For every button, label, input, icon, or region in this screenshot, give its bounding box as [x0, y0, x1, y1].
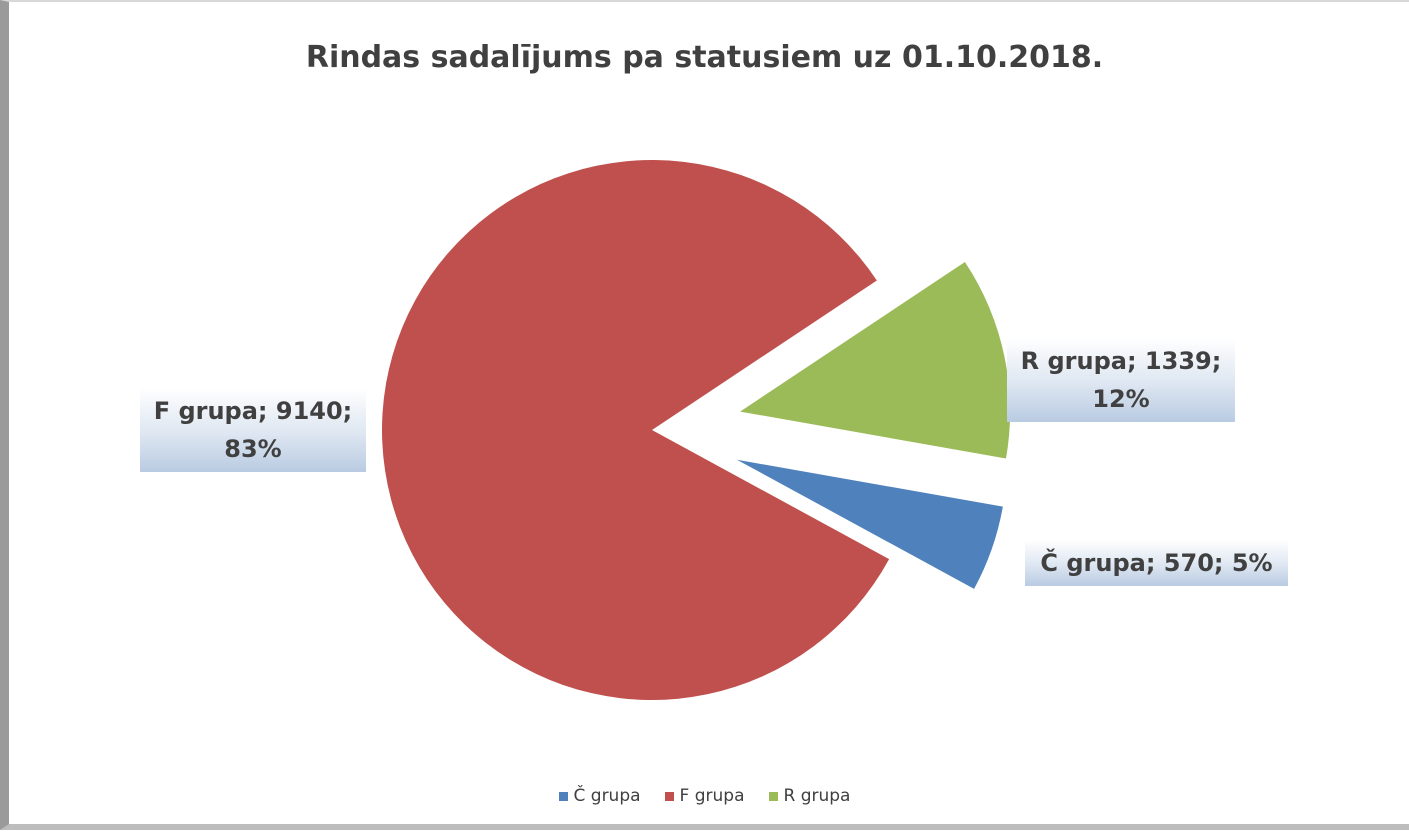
legend-label: Č grupa: [573, 786, 641, 806]
legend: Č grupa F grupa R grupa: [0, 786, 1409, 806]
legend-label: R grupa: [783, 786, 851, 806]
legend-swatch: [558, 791, 568, 801]
legend-item: F grupa: [664, 786, 745, 806]
data-label: R grupa; 1339; 12%: [1007, 338, 1235, 422]
legend-item: R grupa: [768, 786, 851, 806]
data-label: Č grupa; 570; 5%: [1025, 540, 1288, 586]
pie-slice: [740, 262, 1011, 459]
data-label: F grupa; 9140; 83%: [140, 388, 366, 472]
legend-swatch: [768, 791, 778, 801]
legend-swatch: [664, 791, 674, 801]
legend-label: F grupa: [679, 786, 745, 806]
chart-title: Rindas sadalījums pa statusiem uz 01.10.…: [305, 40, 1104, 75]
pie-slice: [382, 159, 890, 700]
legend-item: Č grupa: [558, 786, 641, 806]
pie-slice: [736, 459, 1003, 589]
